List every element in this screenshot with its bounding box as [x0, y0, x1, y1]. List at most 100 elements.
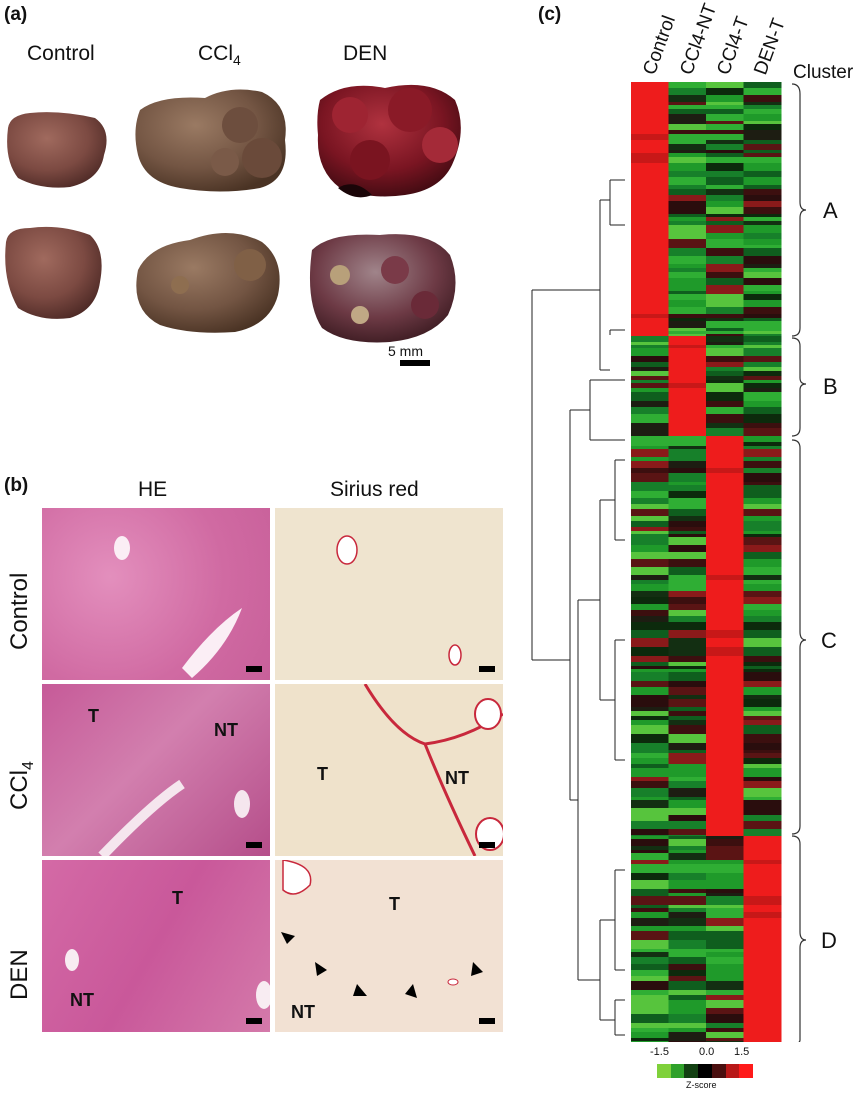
heatmap-cell: [706, 853, 744, 861]
heatmap-cell: [743, 442, 782, 447]
heatmap-cell: [743, 245, 782, 249]
heatmap-cell: [631, 797, 669, 801]
heatmap-cell: [668, 908, 707, 913]
heatmap-cell: [706, 656, 744, 663]
heatmap-cell: [631, 189, 669, 196]
heatmap-cell: [631, 109, 669, 115]
heatmap-cell: [668, 491, 707, 499]
heatmap-cell: [706, 114, 744, 122]
heatmap-cell: [668, 189, 707, 196]
heatmap-cell: [706, 449, 744, 458]
heatmap-cell: [631, 334, 669, 337]
heatmap-cell: [743, 278, 782, 286]
heatmap-cell: [706, 797, 744, 801]
heatmap-cell: [743, 225, 782, 234]
heatmap-cell: [743, 1032, 782, 1039]
heatmap-cell: [706, 442, 744, 447]
heatmap-cell: [743, 976, 782, 982]
heatmap-cell: [631, 918, 669, 927]
sirius-ccl4-image: T NT: [275, 684, 503, 856]
heatmap-cell: [668, 995, 707, 1001]
heatmap-cell: [631, 124, 669, 131]
heatmap-cell: [631, 957, 669, 965]
heatmap-cell: [706, 407, 744, 415]
heatmap-cell: [743, 307, 782, 315]
heatmap-cell: [631, 647, 669, 657]
heatmap-cell: [631, 163, 669, 172]
heatmap-cell: [743, 669, 782, 673]
sirius-control-image: [275, 508, 503, 680]
heatmap-cell: [706, 669, 744, 673]
heatmap-cell: [706, 109, 744, 115]
heatmap-cell: [743, 1000, 782, 1009]
heatmap-cell: [706, 401, 744, 408]
heatmap-cell: [706, 964, 744, 971]
heatmap-cell: [706, 821, 744, 830]
heatmap-cell: [706, 552, 744, 560]
heatmap-cell: [668, 758, 707, 765]
heatmap-cell: [668, 314, 707, 319]
panel-a-col-control: Control: [27, 42, 95, 65]
heatmap-cell: [631, 1038, 669, 1042]
heatmap-cell: [668, 695, 707, 700]
heatmap-cell: [668, 647, 707, 657]
heatmap-cell: [743, 1038, 782, 1042]
heatmap-cell: [668, 362, 707, 368]
heatmap-cell: [668, 952, 707, 958]
heatmap-cell: [743, 449, 782, 458]
zscore-swatch: [670, 1064, 685, 1078]
heatmap-cell: [668, 291, 707, 295]
heatmap-cell: [706, 926, 744, 932]
heatmap-cell: [706, 1000, 744, 1009]
heatmap-cell: [706, 743, 744, 751]
heatmap-cell: [631, 436, 669, 443]
heatmap-cell: [668, 504, 707, 510]
heatmap-cell: [668, 957, 707, 965]
heatmap-cell: [743, 331, 782, 335]
heatmap-cell: [668, 130, 707, 135]
heatmap-cell: [706, 521, 744, 528]
heatmap-cell: [668, 345, 707, 349]
heatmap-cell: [706, 940, 744, 950]
heatmap-cell: [706, 647, 744, 657]
heatmap-cell: [668, 1000, 707, 1009]
heatmap-cell: [668, 743, 707, 751]
label-tumor: T: [389, 894, 400, 914]
heatmap-cell: [706, 414, 744, 424]
heatmap-cell: [631, 102, 669, 106]
heatmap-cell: [631, 850, 669, 854]
heatmap-cell: [668, 580, 707, 585]
heatmap-cell: [668, 1038, 707, 1042]
heatmap-cell: [631, 597, 669, 605]
heatmap-cell: [706, 768, 744, 778]
heatmap-cell: [743, 681, 782, 688]
panel-a-col-den: DEN: [343, 42, 388, 65]
heatmap-cell: [743, 638, 782, 648]
panel-b-col-sirius: Sirius red: [330, 478, 419, 501]
heatmap-cell: [706, 672, 744, 682]
heatmap-cell: [631, 926, 669, 932]
heatmap-cell: [743, 189, 782, 196]
heatmap-cell: [743, 291, 782, 295]
heatmap-cell: [743, 248, 782, 257]
heatmap-cell: [706, 800, 744, 809]
heatmap-cell: [668, 699, 707, 708]
heatmap-cell: [668, 905, 707, 909]
heatmap-cell: [668, 195, 707, 202]
heatmap-cell: [668, 278, 707, 286]
heatmap-cell: [706, 124, 744, 131]
heatmap-cell: [631, 699, 669, 708]
label-non-tumor: NT: [214, 720, 238, 740]
heatmap-cell: [631, 356, 669, 363]
heatmap-cell: [706, 185, 744, 190]
heatmap-cell: [743, 952, 782, 958]
heatmap-cell: [631, 725, 669, 735]
heatmap-cell: [668, 134, 707, 141]
heatmap-cell: [668, 239, 707, 246]
heatmap-cell: [706, 245, 744, 249]
heatmap-cell: [631, 177, 669, 186]
heatmap-cell: [668, 102, 707, 106]
heatmap-cell: [631, 567, 669, 576]
heatmap-cell: [706, 177, 744, 186]
heatmap-cell: [631, 345, 669, 349]
